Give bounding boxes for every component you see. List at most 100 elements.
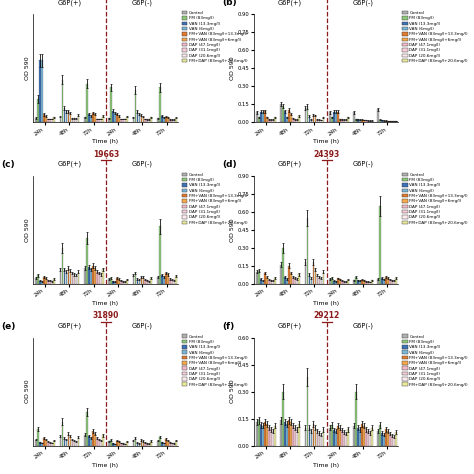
Bar [41, 443, 43, 446]
Bar [312, 262, 314, 284]
Bar [392, 121, 393, 122]
Bar [167, 274, 169, 284]
Bar [280, 104, 282, 122]
Bar [363, 426, 365, 446]
Bar [274, 117, 276, 122]
Bar [150, 441, 152, 446]
Bar [361, 280, 363, 284]
Bar [307, 377, 308, 446]
Bar [122, 282, 124, 284]
Bar [75, 441, 77, 446]
Bar [307, 218, 308, 284]
Bar [92, 113, 94, 122]
Bar [262, 281, 264, 284]
Bar [288, 110, 290, 122]
Bar [39, 61, 41, 122]
Bar [37, 99, 39, 122]
Bar [102, 436, 104, 446]
Bar [341, 281, 343, 284]
Bar [369, 282, 371, 284]
Bar [70, 113, 71, 122]
Bar [161, 275, 163, 284]
Bar [385, 120, 387, 122]
Bar [62, 248, 64, 284]
Bar [270, 429, 272, 446]
Bar [114, 282, 116, 284]
Bar [75, 118, 77, 122]
Bar [137, 443, 138, 446]
Bar [124, 119, 126, 122]
Bar [94, 434, 96, 446]
Bar [108, 118, 110, 122]
Bar [161, 116, 163, 122]
Bar [86, 412, 88, 446]
Bar [96, 438, 98, 446]
Bar [64, 108, 65, 122]
Bar [47, 280, 49, 284]
X-axis label: Time (h): Time (h) [92, 301, 118, 306]
Bar [385, 429, 387, 446]
Bar [280, 420, 282, 446]
Bar [43, 277, 45, 284]
Bar [47, 442, 49, 446]
Bar [65, 111, 67, 122]
Bar [43, 438, 45, 446]
Bar [51, 119, 53, 122]
Bar [173, 280, 174, 284]
Bar [268, 280, 270, 284]
Text: G6P(+): G6P(+) [278, 323, 302, 329]
Bar [369, 120, 371, 122]
Bar [159, 87, 161, 122]
Bar [138, 443, 140, 446]
Bar [135, 273, 137, 284]
Bar [86, 238, 88, 284]
Y-axis label: OD 590: OD 590 [230, 380, 235, 403]
Bar [116, 278, 118, 284]
Bar [341, 119, 343, 122]
Bar [322, 117, 324, 122]
Bar [319, 277, 320, 284]
Bar [73, 118, 75, 122]
Bar [75, 275, 77, 284]
Bar [167, 118, 169, 122]
Bar [102, 269, 104, 284]
Bar [309, 274, 310, 284]
Legend: Control, FM (83mg/l), VAN (13.3mg/l), VAN (6mg/l), FM+VAN (83mg/l+13.3mg/l), FM+: Control, FM (83mg/l), VAN (13.3mg/l), VA… [402, 11, 468, 63]
Bar [337, 278, 338, 284]
Bar [320, 120, 322, 122]
Bar [88, 114, 90, 122]
Bar [331, 278, 333, 284]
Bar [355, 392, 357, 446]
Bar [353, 280, 355, 284]
Bar [383, 279, 385, 284]
Bar [157, 118, 159, 122]
Text: 29212: 29212 [313, 311, 340, 320]
Bar [163, 277, 164, 284]
Text: G6P(+): G6P(+) [57, 0, 82, 6]
Bar [355, 277, 357, 284]
Legend: Control, FM (83mg/l), VAN (13.3mg/l), VAN (6mg/l), FM+VAN (83mg/l+13.3mg/l), FM+: Control, FM (83mg/l), VAN (13.3mg/l), VA… [402, 173, 468, 225]
Text: 31890: 31890 [93, 311, 119, 320]
Bar [157, 277, 159, 284]
Bar [53, 440, 55, 446]
Bar [96, 119, 98, 122]
Bar [159, 226, 161, 284]
Bar [292, 118, 294, 122]
Y-axis label: OD 590: OD 590 [26, 380, 30, 403]
Bar [371, 428, 373, 446]
Bar [390, 280, 391, 284]
Bar [296, 279, 298, 284]
X-axis label: Time (h): Time (h) [92, 139, 118, 144]
Bar [347, 429, 348, 446]
Bar [395, 121, 397, 122]
Bar [319, 119, 320, 122]
Bar [383, 435, 385, 446]
Bar [60, 436, 61, 446]
Bar [296, 429, 298, 446]
Bar [339, 279, 341, 284]
Bar [309, 428, 310, 446]
Bar [357, 428, 359, 446]
Text: G6P(-): G6P(-) [353, 323, 374, 329]
Bar [353, 426, 355, 446]
Bar [387, 121, 389, 122]
